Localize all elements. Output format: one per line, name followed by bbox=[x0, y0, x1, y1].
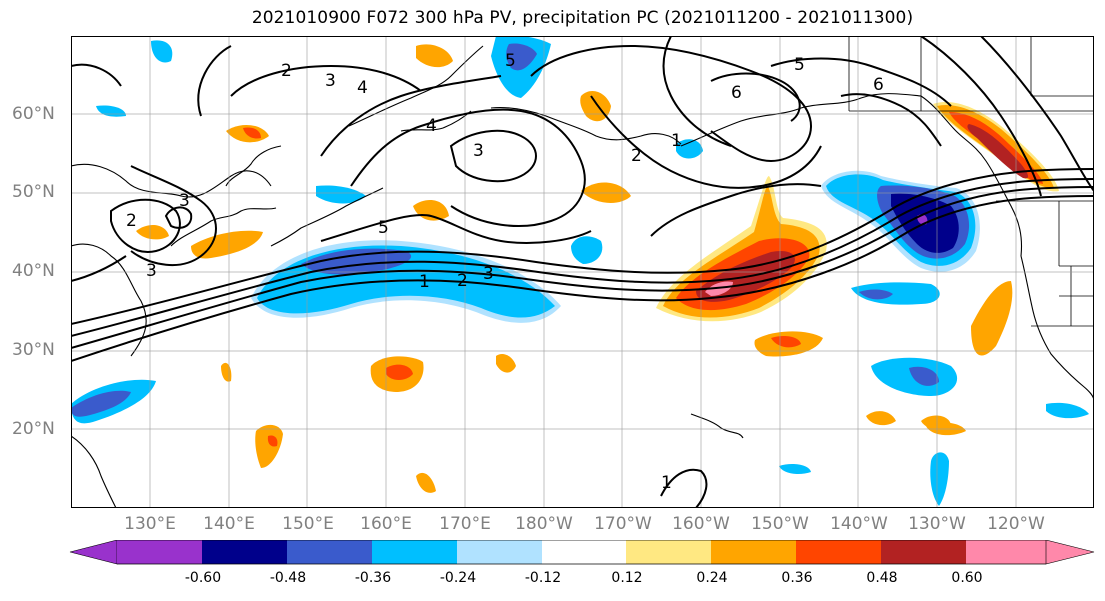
contour-label: 3 bbox=[325, 71, 336, 91]
contour-label: 3 bbox=[179, 191, 190, 211]
lon-label-130e: 130°E bbox=[124, 514, 176, 534]
colorbar-segment bbox=[117, 540, 202, 564]
colorbar-segment bbox=[542, 540, 626, 564]
lon-label-140e: 140°E bbox=[203, 514, 255, 534]
colorbar-segment bbox=[626, 540, 711, 564]
contour-label: 2 bbox=[126, 211, 137, 231]
contour-label: 2 bbox=[631, 146, 642, 166]
contour-label: 3 bbox=[483, 264, 494, 284]
lon-label-150e: 150°E bbox=[282, 514, 334, 534]
colorbar-segment bbox=[881, 540, 966, 564]
colorbar-segment bbox=[202, 540, 287, 564]
colorbar-tick-label: -0.12 bbox=[524, 570, 562, 586]
colorbar-segment bbox=[966, 540, 1046, 564]
borders bbox=[848, 36, 1094, 327]
lat-label-60n: 60°N bbox=[12, 104, 55, 124]
contour-labels: 1 2 3 4 5 6 3 4 5 2 3 5 6 1 2 3 3 1 2 bbox=[126, 51, 884, 493]
map-frame bbox=[71, 36, 1094, 508]
colorbar-tick-label: 0.36 bbox=[781, 570, 813, 586]
colorbar-segment bbox=[287, 540, 372, 564]
contour-label: 1 bbox=[661, 473, 672, 493]
lat-label-20n: 20°N bbox=[12, 419, 55, 439]
lon-label-130w: 130°W bbox=[908, 514, 966, 534]
coastlines bbox=[71, 45, 1094, 508]
lon-label-160w: 160°W bbox=[672, 514, 730, 534]
map-canvas: 1 2 3 4 5 6 3 4 5 2 3 5 6 1 2 3 3 1 2 bbox=[71, 36, 1094, 508]
colorbar-tick-label: -0.60 bbox=[184, 570, 222, 586]
lon-label-180w: 180°W bbox=[515, 514, 573, 534]
colorbar-tick-label: 0.60 bbox=[951, 570, 983, 586]
contour-label: 5 bbox=[378, 218, 389, 238]
map-panel: 1 2 3 4 5 6 3 4 5 2 3 5 6 1 2 3 3 1 2 bbox=[71, 36, 1094, 508]
lon-label-140w: 140°W bbox=[830, 514, 888, 534]
precip-shading bbox=[71, 36, 1089, 506]
lat-label-30n: 30°N bbox=[12, 340, 55, 360]
lat-label-40n: 40°N bbox=[12, 261, 55, 281]
colorbar-tick-label: -0.48 bbox=[269, 570, 307, 586]
contour-label: 2 bbox=[281, 61, 292, 81]
lon-label-170e: 170°E bbox=[439, 514, 491, 534]
colorbar-segment bbox=[372, 540, 457, 564]
contour-label: 1 bbox=[671, 131, 682, 151]
lon-label-170w: 170°W bbox=[594, 514, 652, 534]
colorbar-segment bbox=[796, 540, 881, 564]
contour-label: 1 bbox=[419, 272, 430, 292]
colorbar bbox=[69, 540, 1095, 565]
chart-title: 2021010900 F072 300 hPa PV, precipitatio… bbox=[251, 8, 914, 28]
colorbar-extend-low bbox=[69, 540, 118, 565]
lon-label-120w: 120°W bbox=[987, 514, 1045, 534]
contour-label: 6 bbox=[873, 75, 884, 95]
lon-label-150w: 150°W bbox=[751, 514, 809, 534]
contour-label: 5 bbox=[505, 51, 516, 71]
contour-label: 4 bbox=[426, 116, 437, 136]
colorbar-tick-label: 0.12 bbox=[611, 570, 643, 586]
contour-label: 3 bbox=[473, 141, 484, 161]
gridlines bbox=[71, 36, 1094, 508]
contour-label: 3 bbox=[146, 261, 157, 281]
contour-label: 6 bbox=[731, 83, 742, 103]
colorbar-extend-high bbox=[1045, 540, 1095, 565]
lat-label-50n: 50°N bbox=[12, 182, 55, 202]
colorbar-tick-label: -0.24 bbox=[439, 570, 477, 586]
contour-label: 5 bbox=[794, 55, 805, 75]
pv-contours bbox=[71, 36, 1094, 508]
lon-label-160e: 160°E bbox=[360, 514, 412, 534]
contour-label: 4 bbox=[357, 78, 368, 98]
colorbar-tick-label: -0.36 bbox=[354, 570, 392, 586]
colorbar-tick-label: 0.48 bbox=[866, 570, 898, 586]
colorbar-tick-label: 0.24 bbox=[696, 570, 728, 586]
colorbar-segment bbox=[457, 540, 542, 564]
contour-label: 2 bbox=[457, 271, 468, 291]
colorbar-segment bbox=[711, 540, 796, 564]
